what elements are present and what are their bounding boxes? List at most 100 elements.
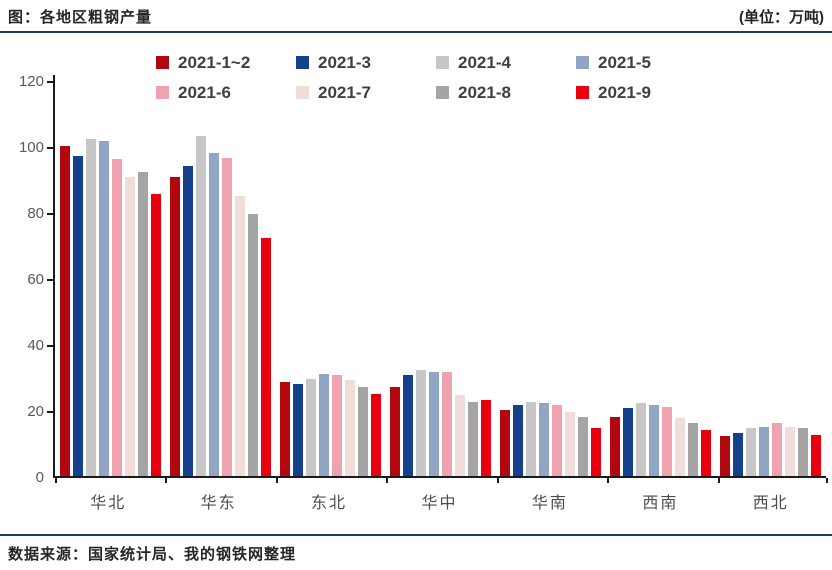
bar — [124, 177, 135, 476]
bar — [746, 428, 757, 476]
bar — [578, 416, 589, 476]
legend-swatch-icon — [156, 86, 169, 99]
bar — [623, 408, 634, 476]
legend-label: 2021-4 — [458, 52, 511, 72]
bar — [208, 152, 219, 476]
legend-item: 2021-3 — [296, 50, 436, 75]
x-axis-tick — [165, 478, 167, 483]
y-axis-tick-label: 60 — [27, 271, 44, 288]
bar — [610, 416, 621, 476]
legend-swatch-icon — [576, 86, 589, 99]
legend-item: 2021-8 — [436, 80, 576, 105]
legend-item: 2021-4 — [436, 50, 576, 75]
x-axis-tick — [276, 478, 278, 483]
y-axis-tick-label: 100 — [18, 139, 44, 156]
bar — [733, 433, 744, 476]
bar — [234, 195, 245, 476]
x-axis-category-label: 西南 — [642, 495, 679, 512]
bar-group-4 — [385, 75, 495, 476]
bar-group-2 — [165, 75, 275, 476]
bar — [480, 400, 491, 476]
bar-group-7 — [716, 75, 826, 476]
bar — [649, 405, 660, 476]
bar — [526, 401, 537, 476]
x-axis-category-label: 华中 — [421, 495, 458, 512]
bar — [552, 405, 563, 476]
bar — [428, 372, 439, 476]
legend-label: 2021-8 — [458, 82, 511, 102]
legend-item: 2021-7 — [296, 80, 436, 105]
chart-title: 图：各地区粗钢产量 — [8, 9, 153, 26]
bar — [636, 403, 647, 476]
bar — [182, 165, 193, 476]
bottom-divider-line — [0, 534, 832, 536]
x-axis-category-label: 华北 — [90, 495, 127, 512]
y-axis-tick-label: 20 — [27, 403, 44, 420]
bar — [111, 159, 122, 476]
y-axis-tick — [47, 345, 53, 347]
bar — [454, 395, 465, 476]
legend-swatch-icon — [436, 86, 449, 99]
bar — [357, 386, 368, 476]
bar — [150, 193, 161, 476]
x-axis-category-label: 华南 — [531, 495, 568, 512]
x-axis-category-label: 华东 — [200, 495, 237, 512]
bar — [195, 136, 206, 476]
y-axis-tick — [47, 147, 53, 149]
x-axis-tick — [718, 478, 720, 483]
y-axis-tick — [47, 411, 53, 413]
bar — [772, 423, 783, 476]
bar — [467, 401, 478, 476]
y-axis-tick-label: 120 — [18, 73, 44, 90]
bar — [247, 213, 258, 476]
bar — [500, 410, 511, 476]
bar — [798, 428, 809, 476]
legend-swatch-icon — [576, 56, 589, 69]
bar — [539, 403, 550, 476]
unit-label: (单位：万吨) — [739, 9, 824, 26]
bar-group-5 — [496, 75, 606, 476]
bar — [370, 393, 381, 476]
chart-legend: 2021-1~2 2021-3 2021-4 2021-5 2021-6 2021-7 20… — [156, 50, 716, 105]
bar — [85, 139, 96, 476]
bar — [318, 373, 329, 476]
legend-item: 2021-6 — [156, 80, 296, 105]
bar — [137, 172, 148, 476]
bar — [98, 141, 109, 476]
x-axis-tick — [607, 478, 609, 483]
x-axis-category-label: 西北 — [752, 495, 789, 512]
y-axis-tick — [47, 81, 53, 83]
legend-label: 2021-7 — [318, 82, 371, 102]
bar — [675, 418, 686, 476]
bar — [260, 238, 271, 476]
bar-group-1 — [55, 75, 165, 476]
y-axis-tick-label: 40 — [27, 337, 44, 354]
bar — [402, 375, 413, 476]
top-divider-line — [0, 31, 832, 33]
bar — [591, 428, 602, 476]
bar — [344, 380, 355, 476]
legend-label: 2021-9 — [598, 82, 651, 102]
bar — [688, 423, 699, 476]
data-source-text: 数据来源：国家统计局、我的钢铁网整理 — [8, 546, 297, 563]
legend-swatch-icon — [436, 56, 449, 69]
bar — [415, 370, 426, 476]
legend-label: 2021-1~2 — [178, 52, 251, 72]
bar — [701, 429, 712, 476]
legend-swatch-icon — [296, 86, 309, 99]
bar — [292, 383, 303, 476]
bar — [720, 436, 731, 476]
bar — [221, 157, 232, 476]
y-axis-tick — [47, 213, 53, 215]
y-axis-tick-label: 80 — [27, 205, 44, 222]
bar — [59, 146, 70, 476]
bar-group-6 — [606, 75, 716, 476]
bar-groups — [55, 75, 826, 476]
bar — [513, 405, 524, 476]
bar — [565, 411, 576, 476]
y-axis-tick — [47, 279, 53, 281]
bar — [72, 155, 83, 476]
bar — [305, 378, 316, 476]
x-axis-tick — [386, 478, 388, 483]
